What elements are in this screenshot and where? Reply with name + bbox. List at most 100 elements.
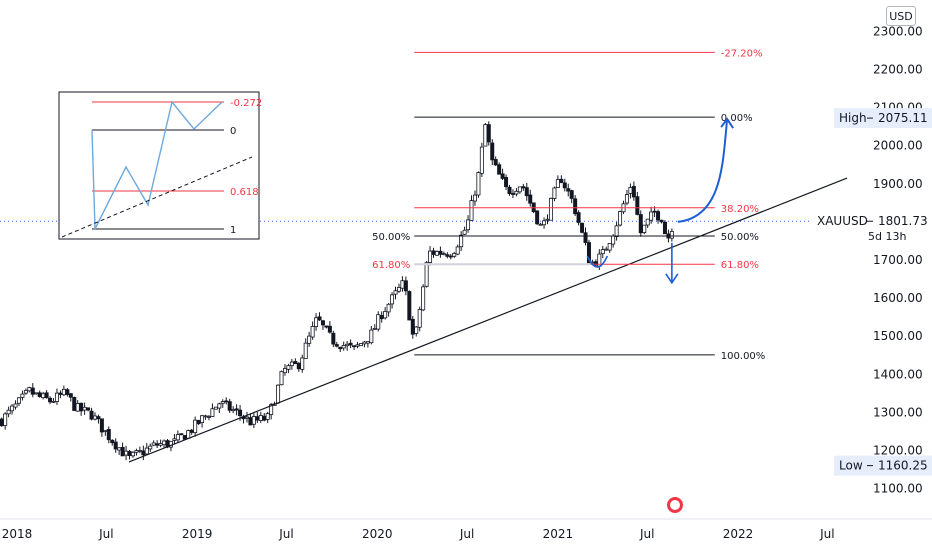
candle-up xyxy=(20,393,25,398)
candle-up xyxy=(27,387,32,392)
candle-down xyxy=(248,417,253,426)
candle-up xyxy=(300,357,305,370)
candle-up xyxy=(548,197,553,221)
candle-up xyxy=(611,235,616,245)
price-axis: 1100.00 1200.00 1300.00 1400.00 1500.00 1600.… xyxy=(873,24,923,495)
currency-badge[interactable]: USD xyxy=(886,6,916,26)
price-tick-label: 1600.00 xyxy=(873,291,923,305)
candle-down xyxy=(234,408,239,411)
candle-down xyxy=(30,387,35,395)
fib-level-label: 61.80% xyxy=(721,260,759,271)
candle-up xyxy=(162,440,167,446)
candle-up xyxy=(6,409,11,415)
high-tag-value: 2075.11 xyxy=(878,111,928,125)
low-tag: Low 1160.25 xyxy=(834,455,932,476)
candle-up xyxy=(365,341,370,344)
fib-level-label: 100.00% xyxy=(721,351,766,362)
price-tags: High 2075.11 Low 1160.25 XAUUSD 1801.73 5d 13h xyxy=(810,108,932,476)
inset-trendline xyxy=(61,156,253,238)
price-tick-label: 1500.00 xyxy=(873,329,923,343)
candle-up xyxy=(103,430,108,432)
candle-down xyxy=(531,202,536,213)
last-price-value: 1801.73 xyxy=(878,214,928,228)
candle-down xyxy=(507,186,512,195)
candle-up xyxy=(137,450,142,452)
candle-up xyxy=(10,405,15,412)
candle-down xyxy=(334,344,339,347)
candle-up xyxy=(466,219,471,231)
time-tick-label: 2021 xyxy=(543,527,574,541)
candle-up xyxy=(175,434,180,441)
candle-down xyxy=(500,173,505,179)
low-tag-value: 1160.25 xyxy=(878,459,928,473)
candle-up xyxy=(396,287,401,292)
candle-down xyxy=(338,346,343,350)
candle-down xyxy=(535,210,540,225)
time-tick-label: Jul xyxy=(98,527,113,541)
fib-level-label: 50.00% xyxy=(721,232,759,243)
candle-up xyxy=(148,445,153,450)
last-price-tag: XAUUSD 1801.73 5d 13h xyxy=(810,211,932,246)
candle-up xyxy=(604,248,609,251)
bullish-arrowhead xyxy=(720,117,734,129)
candle-up xyxy=(441,253,446,256)
candle-up xyxy=(144,447,149,455)
fib-level-label: 38.20% xyxy=(721,204,759,215)
candle-down xyxy=(659,219,664,223)
candle-down xyxy=(352,345,357,348)
candle-down xyxy=(524,187,529,197)
candle-down xyxy=(573,198,578,215)
candle-down xyxy=(155,443,160,446)
candle-up xyxy=(193,419,198,434)
candle-up xyxy=(649,211,654,221)
candle-up xyxy=(642,224,647,233)
candle-up xyxy=(307,335,312,344)
price-tick-label: 1700.00 xyxy=(873,253,923,267)
candle-down xyxy=(255,416,260,421)
candle-down xyxy=(631,186,636,198)
last-price-symbol: XAUUSD xyxy=(817,214,868,228)
candle-up xyxy=(517,186,522,193)
candle-up xyxy=(417,309,422,328)
candle-up xyxy=(158,443,163,446)
time-tick-label: 2018 xyxy=(2,527,33,541)
candle-down xyxy=(227,401,232,411)
bullish-arrow xyxy=(677,118,729,223)
candle-up xyxy=(372,328,377,330)
candle-down xyxy=(562,182,567,189)
candle-down xyxy=(504,177,509,188)
candle-up xyxy=(130,452,135,457)
candle-down xyxy=(86,407,91,411)
fib-left-label: 50.00% xyxy=(372,232,410,243)
fib-left-label: 61.80% xyxy=(372,260,410,271)
candle-up xyxy=(279,371,284,386)
price-tick-label: 1900.00 xyxy=(873,177,923,191)
candle-up xyxy=(555,179,560,188)
candle-down xyxy=(196,419,201,425)
candle-up xyxy=(23,390,28,394)
candle-down xyxy=(576,212,581,223)
candle-up xyxy=(310,325,315,338)
candle-up xyxy=(134,450,139,453)
inset-level-label: -0.272 xyxy=(230,98,262,109)
candle-up xyxy=(258,415,263,422)
high-tag-bg xyxy=(834,108,932,129)
time-tick-label: 2022 xyxy=(723,527,754,541)
candle-down xyxy=(403,280,408,292)
candle-down xyxy=(379,315,384,320)
candle-down xyxy=(179,433,184,436)
price-tick-label: 2200.00 xyxy=(873,63,923,77)
candle-down xyxy=(44,392,49,399)
candle-up xyxy=(269,404,274,415)
candle-up xyxy=(624,194,629,204)
fib-legend-inset: -0.272 0 0.618 1 xyxy=(58,91,262,240)
candle-down xyxy=(490,142,495,161)
candle-down xyxy=(89,410,94,420)
candle-down xyxy=(262,415,267,421)
candle-down xyxy=(580,222,585,233)
time-tick-label: Jul xyxy=(819,527,834,541)
candle-down xyxy=(182,435,187,440)
candle-up xyxy=(355,344,360,347)
inset-level-label: 0.618 xyxy=(230,187,259,198)
